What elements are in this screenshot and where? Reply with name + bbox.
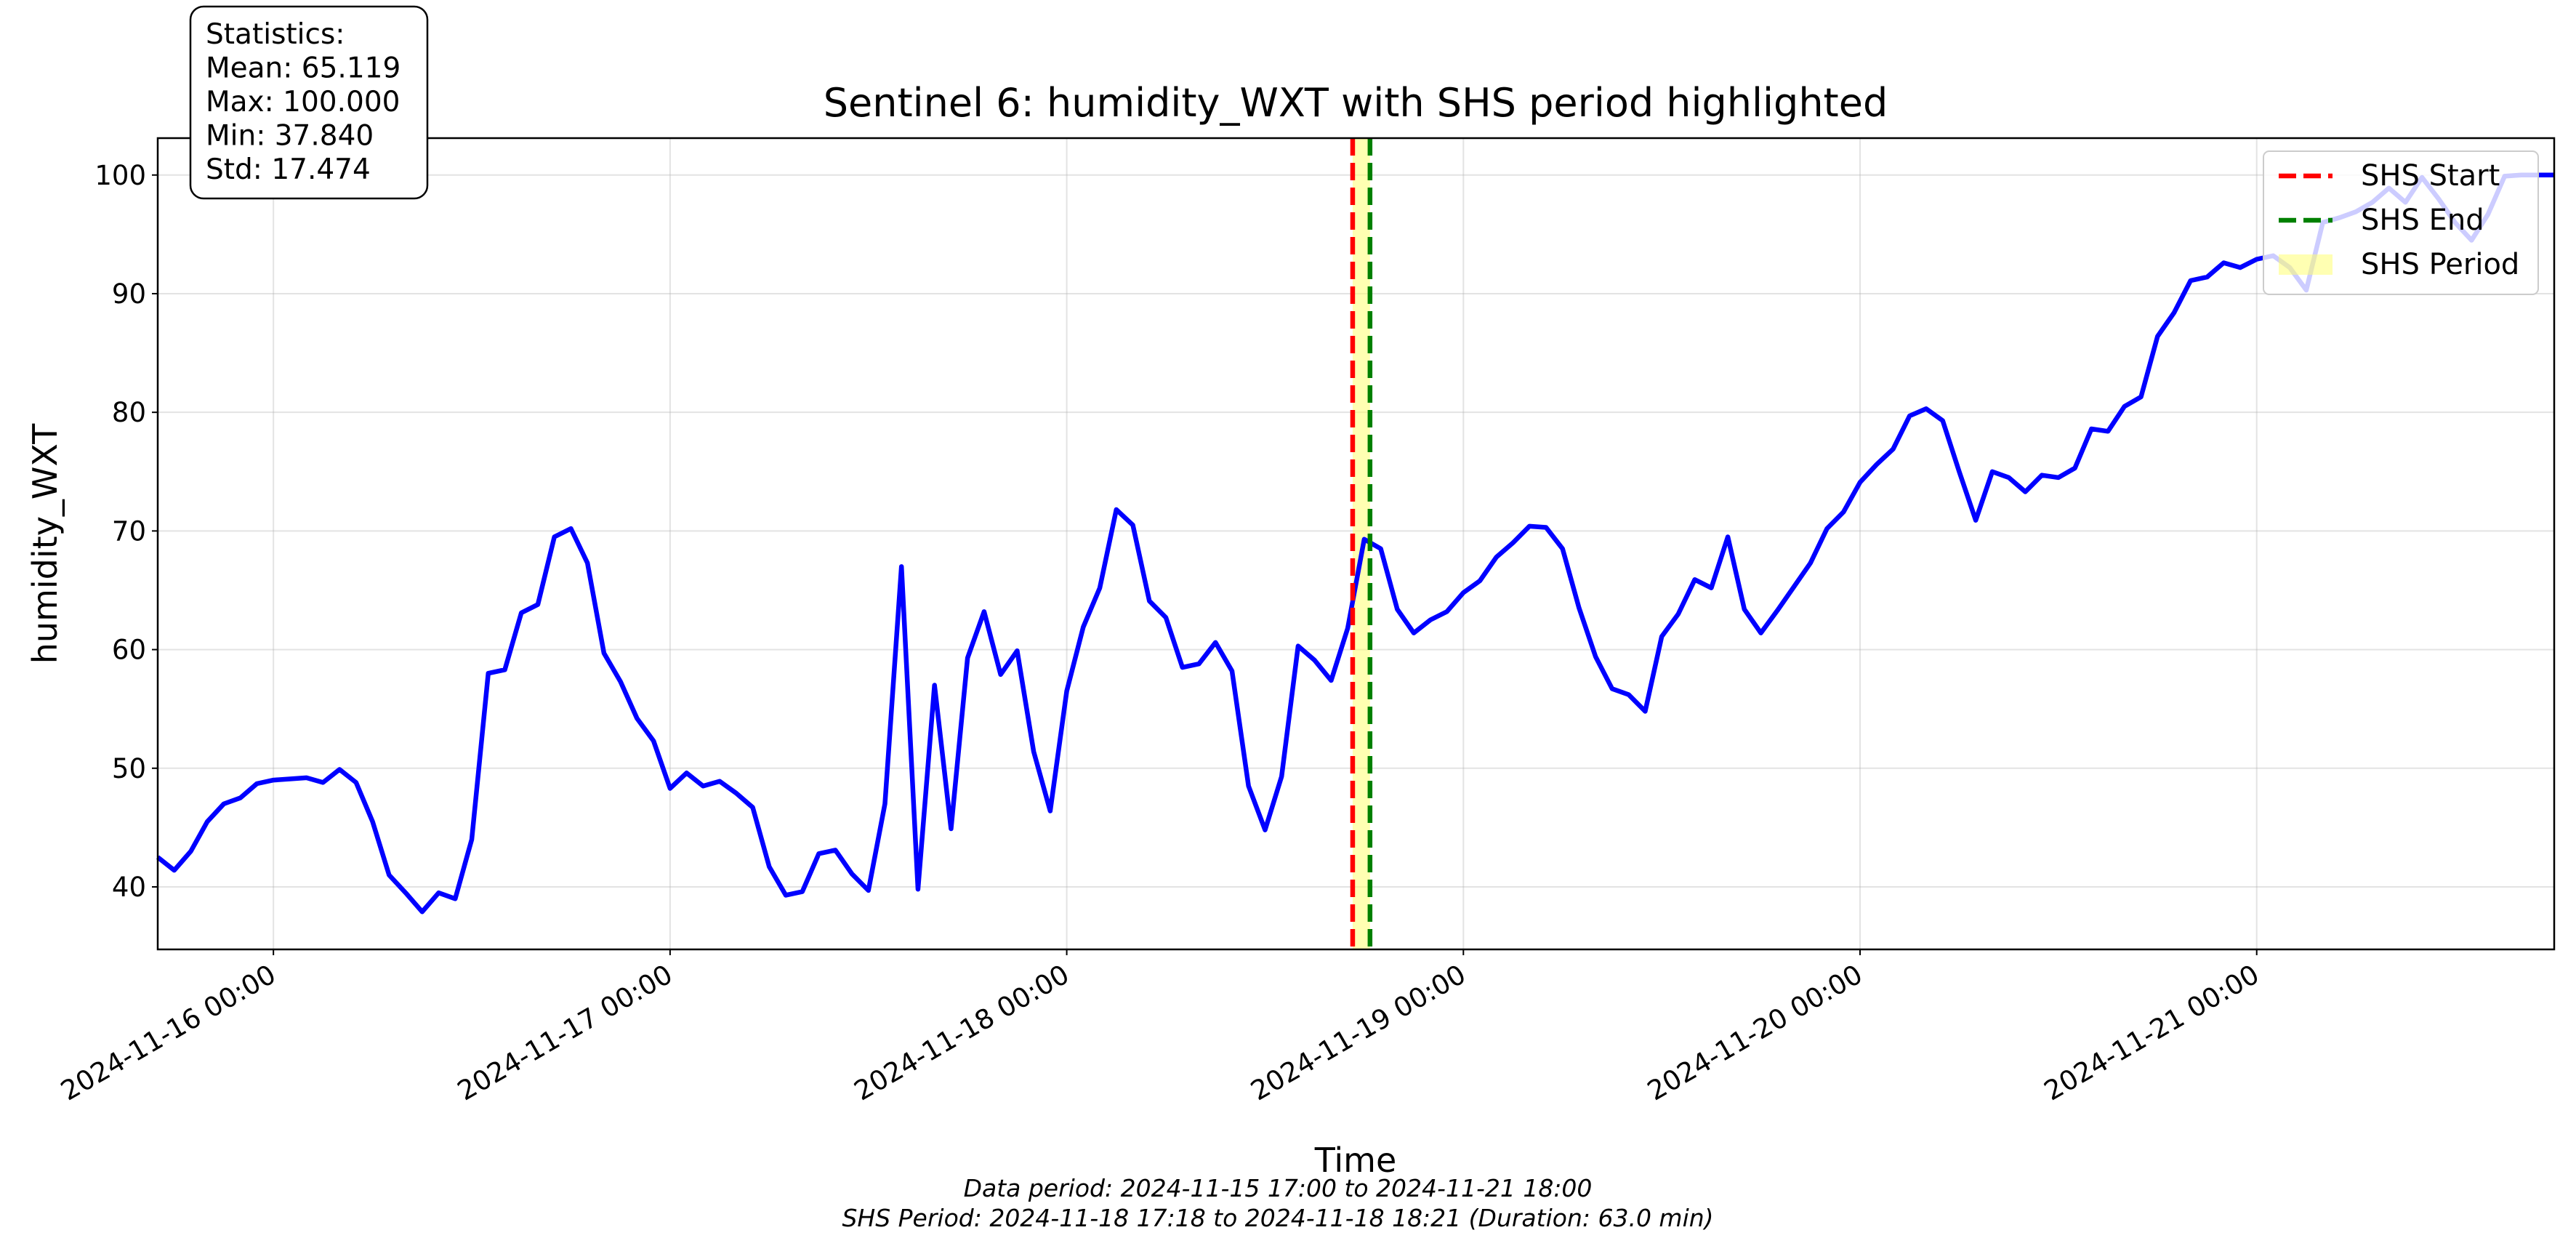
footnote: Data period: 2024-11-15 17:00 to 2024-11…	[964, 1174, 1593, 1202]
footnote: SHS Period: 2024-11-18 17:18 to 2024-11-…	[842, 1204, 1713, 1232]
legend-label: SHS End	[2361, 204, 2484, 237]
legend-label: SHS Start	[2361, 159, 2500, 193]
stats-text: Mean: 65.119	[206, 52, 401, 85]
stats-text: Std: 17.474	[206, 153, 371, 186]
y-tick-label: 90	[112, 278, 146, 310]
stats-text: Statistics:	[206, 18, 345, 51]
y-tick-label: 80	[112, 397, 146, 428]
y-axis-label: humidity_WXT	[25, 423, 65, 664]
x-axis-label: Time	[1314, 1141, 1397, 1180]
legend-handle	[2279, 254, 2333, 275]
y-tick-label: 70	[112, 515, 146, 547]
y-tick-label: 60	[112, 635, 146, 666]
y-tick-label: 100	[94, 160, 146, 191]
chart-title: Sentinel 6: humidity_WXT with SHS period…	[824, 80, 1888, 126]
axes-frame	[156, 137, 2556, 951]
y-tick-label: 50	[112, 753, 146, 784]
data-line	[156, 172, 2554, 915]
legend-label: SHS Period	[2361, 248, 2519, 281]
stats-text: Max: 100.000	[206, 86, 400, 118]
y-tick-label: 40	[112, 872, 146, 903]
stats-text: Min: 37.840	[206, 120, 374, 153]
stats-box	[189, 5, 429, 200]
